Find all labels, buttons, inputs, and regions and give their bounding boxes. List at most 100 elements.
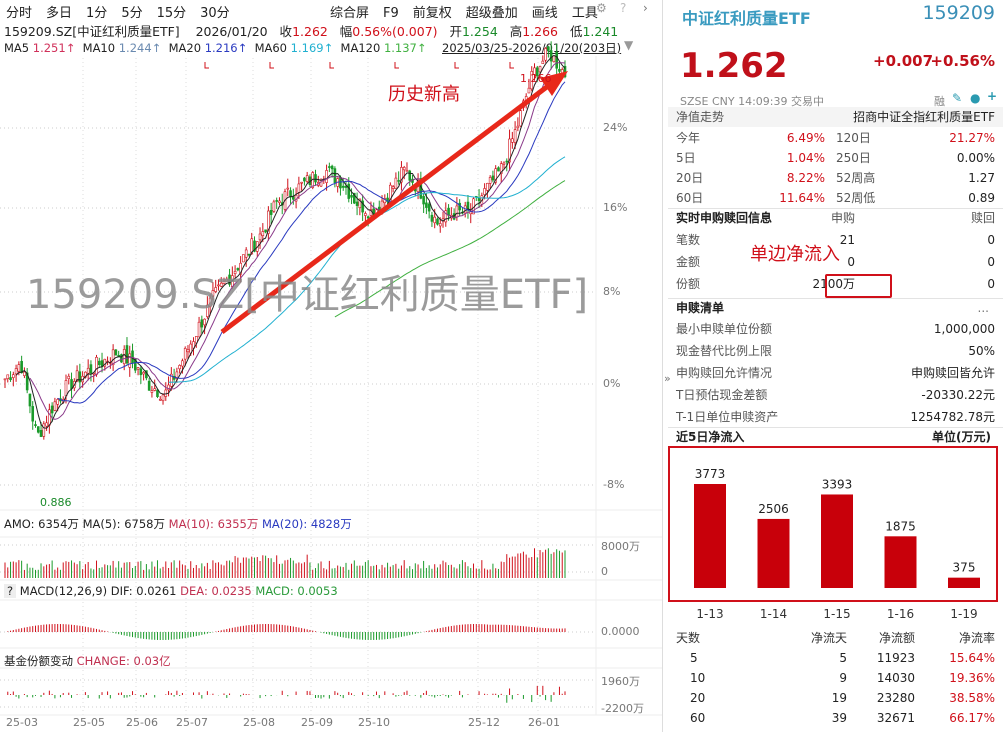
candle-body [228, 274, 231, 285]
amo-ma10: MA(10): 6355万 [168, 517, 259, 531]
candle-body [328, 166, 331, 168]
tab-15min[interactable]: 15分 [156, 6, 187, 21]
candle-body [364, 213, 367, 216]
candle-body [34, 424, 37, 426]
help-icon[interactable]: ? [4, 584, 17, 598]
chevron-right-icon[interactable]: › [643, 1, 648, 15]
amo-ma5: MA(5): 6758万 [82, 517, 165, 531]
tab-1min[interactable]: 1分 [86, 6, 108, 21]
candle-body [552, 55, 556, 62]
tab-multiday[interactable]: 多日 [46, 6, 73, 21]
trend-arrow [220, 78, 558, 334]
candle-body [303, 177, 306, 182]
candle-body [541, 60, 545, 64]
candle-body [117, 354, 120, 357]
date-range-selector[interactable]: 2025/03/25-2026/01/20(203日) [442, 41, 622, 55]
tab-intraday[interactable]: 分时 [6, 6, 33, 21]
collapse-toggle[interactable]: » [664, 372, 671, 385]
candle-body [122, 349, 126, 365]
candle-body [519, 110, 522, 127]
candle-body [361, 200, 364, 213]
candle-body [494, 168, 497, 183]
help-icon[interactable]: ? [620, 1, 627, 15]
nav-row-cell: 今年 [676, 131, 701, 145]
candle-body [347, 183, 351, 199]
candle-body [402, 167, 406, 171]
candle-body [233, 270, 237, 274]
draw-button[interactable]: 画线 [531, 6, 558, 21]
ma-legend-item: MA20 1.216↑ [169, 41, 255, 55]
tab-30min[interactable]: 30分 [200, 6, 230, 21]
candle-body [538, 66, 542, 73]
list-row-cell: 申购赎回允许情况 [676, 366, 773, 380]
candle-body [222, 280, 226, 284]
inflow-bar [884, 536, 917, 588]
stats-row-cell: 5 [839, 651, 847, 665]
ma-value: 1.137↑ [383, 41, 427, 55]
candle-body [225, 278, 229, 282]
candle-body [23, 371, 26, 376]
last-price: 1.262 [680, 46, 788, 86]
gear-icon[interactable]: ⚙ [596, 1, 607, 15]
price-axis-tick: -8% [603, 478, 625, 491]
inflow-bar [948, 577, 980, 588]
price-axis-tick: 24% [603, 121, 628, 134]
ma-value: 1.169↑ [290, 41, 334, 55]
dropdown-icon[interactable]: ▼ [624, 38, 634, 52]
high-value: 1.266 [522, 24, 559, 39]
candle-body [425, 202, 428, 208]
tools-button[interactable]: 工具 [571, 6, 598, 21]
candle-body [14, 368, 18, 375]
candle-body [253, 240, 256, 252]
nav-header[interactable]: 净值走势 招商中证全指红利质量ETF [668, 107, 1003, 127]
event-marker [329, 62, 334, 69]
add-icon[interactable]: + [987, 89, 998, 103]
candle-body [12, 374, 15, 378]
more-button[interactable]: ... [977, 301, 989, 315]
nav-row: 今年 6.49% 120日 21.27% [676, 128, 995, 148]
kline-panel: 分时 多日 1分 5分 15分 30分 综合屏 F9 前复权 超级叠加 画线 工具 ⚙ ? › 15… [0, 0, 662, 732]
overlay-button[interactable]: 超级叠加 [465, 6, 518, 21]
realtime-title: 实时申购赎回信息 [676, 211, 773, 225]
nav-row-cell: 11.64% [779, 191, 825, 205]
candle-body [183, 348, 187, 360]
date-axis-tick: 25-07 [176, 716, 208, 729]
stats-row: 10 9 14030 19.36% [676, 668, 995, 688]
candle-body [499, 163, 503, 174]
candle-body [258, 233, 262, 241]
candle-body [42, 423, 46, 437]
realtime-row-cell: 份额 [676, 277, 701, 291]
kline-chart[interactable] [0, 0, 662, 732]
stats-header-cell: 净流率 [958, 631, 995, 645]
composite-button[interactable]: 综合屏 [330, 6, 370, 21]
realtime-row: 份额 2100万 0 [676, 274, 995, 294]
candle-body [53, 401, 57, 411]
adjust-button[interactable]: 前复权 [412, 6, 452, 21]
watermark: 159209.SZ[中证红利质量ETF] [26, 272, 589, 318]
fund-code: 159209 [922, 2, 995, 24]
nav-row-cell: 120日 [836, 131, 871, 145]
nav-row-cell: 60日 [676, 191, 704, 205]
list-title: 申赎清单 [676, 301, 725, 315]
high-marker: 1.266 [520, 72, 552, 85]
inflow-bar-label: 2506 [758, 502, 789, 516]
candle-body [97, 360, 101, 365]
low-value: 1.241 [582, 24, 619, 39]
realtime-row-cell: 0 [987, 233, 995, 247]
stats-row-cell: 66.17% [949, 711, 995, 725]
list-row: 申购赎回允许情况 申购赎回皆允许 [676, 363, 995, 383]
candle-body [350, 195, 353, 198]
candle-body [86, 367, 90, 374]
bell-icon[interactable]: ● [970, 91, 981, 105]
date-axis-tick: 25-08 [243, 716, 275, 729]
candle-body [206, 304, 209, 317]
tab-5min[interactable]: 5分 [121, 6, 143, 21]
candle-body [48, 409, 51, 426]
price-change-pct: +0.56% [930, 52, 995, 70]
f9-button[interactable]: F9 [383, 6, 399, 21]
ma-label: MA60 [254, 41, 288, 55]
nav-row-cell: 20日 [676, 171, 704, 185]
edit-icon[interactable]: ✎ [952, 91, 963, 105]
candle-body [408, 170, 412, 181]
candle-body [394, 177, 398, 189]
